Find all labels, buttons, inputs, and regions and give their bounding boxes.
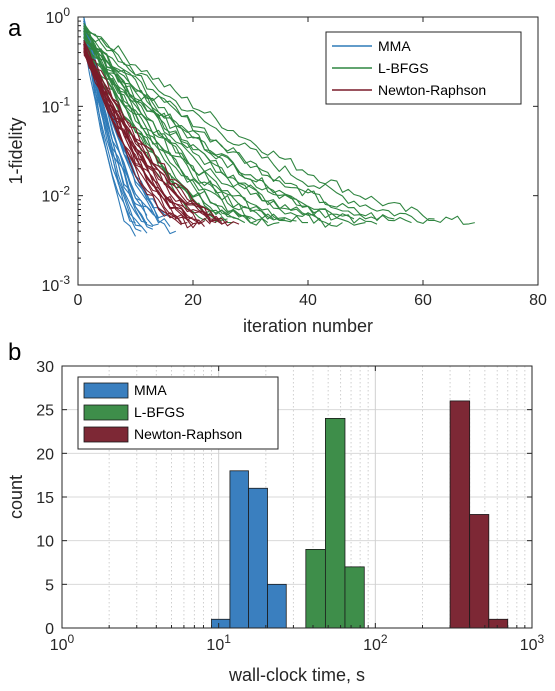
panel-b-ytick-label: 15 [36,490,54,507]
panel-a-xlabel: iteration number [243,316,373,336]
panel-b-bar [449,400,471,629]
panel-a-curve [83,30,366,226]
panel-a-curve [83,22,475,225]
panel-a-lines [83,16,475,237]
panel-a-curve [83,39,234,224]
panel-b-legend-label: MMA [134,382,167,398]
panel-a-curve [83,43,188,225]
panel-a-ytick-label: 10-1 [42,94,71,116]
panel-b-legend-swatch [83,404,129,421]
panel-a-curve [83,29,308,224]
panel-b-xtick-label: 102 [363,632,388,654]
panel-b-xtick-label: 103 [520,632,545,654]
panel-b-ylabel: count [6,475,26,519]
panel-a-label: a [8,15,22,42]
panel-a-curve [83,46,240,227]
panel-a-curve [83,40,136,224]
panel-a-curve [83,25,395,222]
panel-b-bar [229,470,249,629]
panel-a-legend-label: L-BFGS [378,60,429,76]
panel-b-legend: MMA L-BFGS Newton-Raphson [77,376,279,450]
panel-b-label: b [8,339,21,366]
panel-b-bar [248,487,268,629]
panel-a-xtick-label: 40 [299,292,317,309]
panel-a-xtick-label: 0 [74,292,83,309]
panel-a-curve [83,26,332,228]
panel-b-bar [211,618,231,629]
panel-b-xtick-label: 101 [206,632,231,654]
panel-a-curve [83,27,240,220]
panel-b-bar [267,583,287,629]
panel-a-curve [83,44,182,226]
panel-a-legend: MMA L-BFGS Newton-Raphson [325,31,522,105]
panel-b-xtick-label: 100 [50,632,75,654]
panel-a-curve [83,30,257,224]
panel-b-bars [211,400,509,629]
panel-a-xtick-label: 20 [184,292,202,309]
panel-b-ytick-label: 0 [45,621,54,638]
panel-b-ytick-label: 25 [36,403,54,420]
panel-b-ytick-label: 10 [36,534,54,551]
panel-b-legend-label: Newton-Raphson [134,426,242,442]
panel-b-bar [488,618,509,629]
panel-b-legend-swatch [83,426,129,443]
panel-b: b 0 5 10 15 20 25 30 100 101 102 103 wall-clock ti… [6,339,545,685]
panel-a-curve [83,30,148,234]
panel-a-curve [83,27,435,224]
panel-a-curve [83,54,228,225]
panel-a-curve [83,41,228,225]
panel-b-legend-label: L-BFGS [134,404,185,420]
panel-a-ytick-label: 10-2 [42,184,71,206]
panel-a-legend-label: Newton-Raphson [378,82,486,98]
panel-b-bar [324,417,346,629]
panel-b-bar [469,514,490,629]
panel-b-ytick-label: 30 [36,359,54,376]
panel-b-legend-swatch [83,382,129,399]
panel-a: a 0 20 40 60 80 100 10-1 10-2 10-3 iteration num… [6,5,547,336]
panel-a-curve [83,31,286,221]
panel-a-curve [83,37,280,227]
panel-b-xlabel: wall-clock time, s [228,665,365,685]
panel-b-bar [305,549,326,629]
panel-b-ytick-label: 5 [45,577,54,594]
panel-a-curve [83,25,274,220]
panel-a-legend-label: MMA [378,38,411,54]
panel-a-ylabel: 1-fidelity [6,117,26,184]
panel-a-xtick-label: 80 [529,292,547,309]
panel-b-ticks: 0 5 10 15 20 25 30 100 101 102 103 [36,359,544,654]
panel-b-ytick-label: 20 [36,446,54,463]
panel-a-curve [83,36,412,224]
panel-b-bar [344,566,365,629]
panel-a-curve [83,51,211,219]
panel-a-xtick-label: 60 [414,292,432,309]
panel-a-ytick-label: 100 [46,5,71,27]
panel-a-curve [83,35,251,220]
panel-a-ticks: 0 20 40 60 80 100 10-1 10-2 10-3 [42,5,547,309]
panel-a-ytick-label: 10-3 [42,273,71,295]
